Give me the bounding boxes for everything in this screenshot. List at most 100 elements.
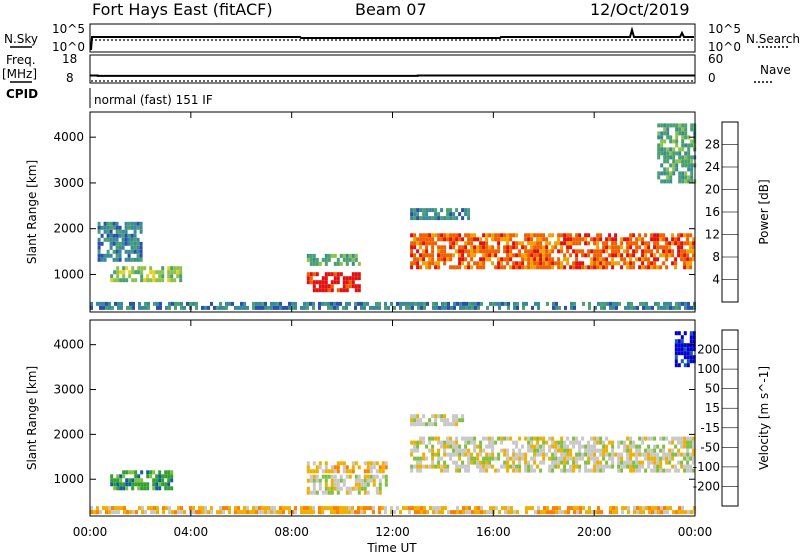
data-cell-0 [167, 474, 171, 479]
data-cell-4 [446, 237, 450, 242]
data-cell-7 [387, 305, 390, 310]
data-cell-3 [686, 436, 690, 441]
data-cell-7 [399, 301, 402, 306]
data-cell-1 [342, 478, 346, 483]
data-cell-1 [115, 249, 119, 254]
data-cell-3 [611, 448, 615, 453]
data-cell-3 [449, 452, 453, 457]
data-cell-4 [470, 237, 474, 242]
data-cell-7 [420, 305, 423, 310]
data-cell-3 [653, 464, 657, 469]
data-cell-5 [686, 347, 690, 352]
data-cell-3 [569, 464, 573, 469]
data-cell-6 [534, 510, 537, 515]
data-cell-4 [611, 265, 615, 270]
data-cell-3 [686, 468, 690, 473]
data-cell-4 [461, 261, 465, 266]
data-cell-4 [467, 241, 471, 246]
data-cell-4 [524, 265, 528, 270]
data-cell-1 [115, 233, 119, 238]
data-cell-7 [453, 305, 456, 310]
data-cell-7 [105, 301, 108, 306]
data-cell-4 [485, 241, 489, 246]
data-cell-6 [357, 510, 360, 515]
freq-label: Freq. [6, 53, 36, 67]
data-cell-1 [357, 482, 361, 487]
data-cell-4 [419, 241, 423, 246]
data-cell-7 [675, 305, 678, 310]
data-cell-0 [113, 482, 117, 487]
data-cell-4 [566, 237, 570, 242]
colorbar-tick-label: -15 [700, 421, 720, 435]
data-cell-0 [158, 470, 162, 475]
data-cell-0 [143, 266, 147, 271]
data-cell-6 [243, 510, 246, 515]
data-cell-0 [131, 266, 135, 271]
data-cell-3 [524, 436, 528, 441]
data-cell-4 [467, 249, 471, 254]
data-cell-3 [653, 468, 657, 473]
data-cell-3 [635, 456, 639, 461]
data-cell-6 [453, 510, 456, 515]
data-cell-0 [140, 482, 144, 487]
data-cell-6 [690, 127, 694, 132]
data-cell-6 [690, 159, 694, 164]
data-cell-6 [399, 510, 402, 515]
data-cell-3 [476, 456, 480, 461]
data-cell-4 [548, 233, 552, 238]
data-cell-2 [378, 469, 382, 474]
data-cell-4 [443, 249, 447, 254]
data-cell-0 [125, 482, 129, 487]
data-cell-3 [575, 460, 579, 465]
data-cell-6 [468, 506, 471, 511]
data-cell-3 [644, 448, 648, 453]
data-cell-4 [458, 257, 462, 262]
data-cell-3 [497, 456, 501, 461]
data-cell-6 [279, 510, 282, 515]
data-cell-2 [354, 288, 358, 293]
data-cell-6 [690, 510, 693, 515]
data-cell-3 [354, 257, 358, 262]
data-cell-1 [136, 237, 140, 242]
data-cell-4 [500, 265, 504, 270]
data-cell-7 [570, 305, 573, 310]
data-cell-3 [668, 448, 672, 453]
data-cell-2 [363, 461, 367, 466]
data-cell-4 [497, 257, 501, 262]
data-cell-4 [614, 237, 618, 242]
data-cell-7 [657, 301, 660, 306]
data-cell-6 [531, 506, 534, 511]
data-cell-0 [134, 270, 138, 275]
data-cell-4 [455, 418, 459, 423]
data-cell-4 [566, 249, 570, 254]
data-cell-3 [680, 444, 684, 449]
data-cell-3 [557, 448, 561, 453]
data-cell-6 [540, 510, 543, 515]
data-cell-1 [363, 482, 367, 487]
data-cell-3 [410, 448, 414, 453]
data-cell-7 [675, 301, 678, 306]
data-cell-3 [503, 464, 507, 469]
data-cell-6 [336, 510, 339, 515]
data-cell-3 [524, 456, 528, 461]
data-cell-3 [638, 468, 642, 473]
data-cell-0 [134, 478, 138, 483]
data-cell-1 [97, 245, 101, 250]
data-cell-1 [324, 490, 328, 495]
data-cell-7 [444, 301, 447, 306]
data-cell-6 [156, 506, 159, 511]
data-cell-0 [179, 270, 183, 275]
data-cell-3 [629, 444, 633, 449]
data-cell-4 [491, 253, 495, 258]
data-cell-6 [678, 179, 682, 184]
data-cell-4 [446, 257, 450, 262]
data-cell-4 [413, 422, 417, 427]
data-cell-5 [410, 216, 414, 221]
data-cell-4 [626, 265, 630, 270]
data-cell-5 [674, 331, 678, 336]
data-cell-6 [642, 506, 645, 511]
data-cell-4 [482, 233, 486, 238]
data-cell-4 [563, 253, 567, 258]
data-cell-7 [219, 305, 222, 310]
data-cell-4 [581, 265, 585, 270]
